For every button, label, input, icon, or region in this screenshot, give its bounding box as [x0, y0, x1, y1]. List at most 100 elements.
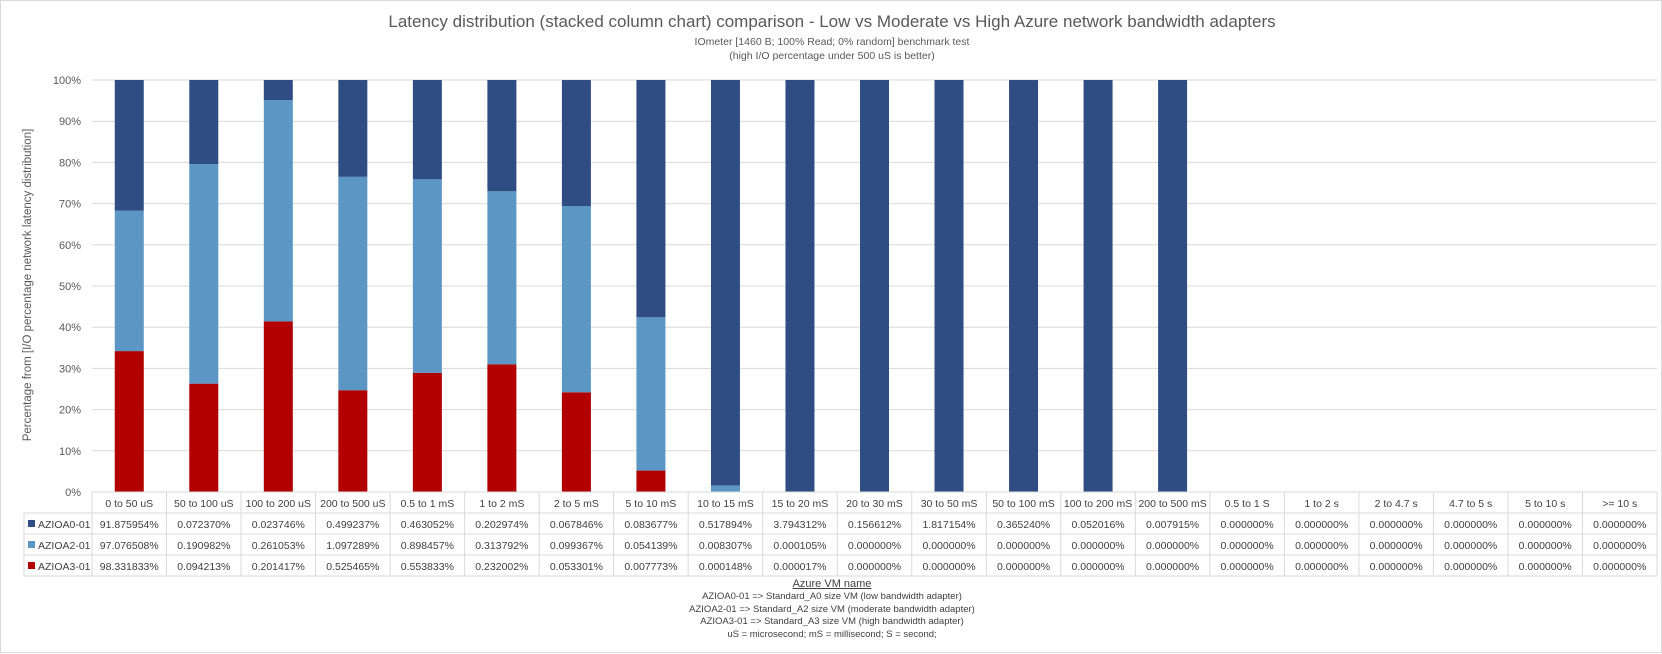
y-tick-label: 50%	[59, 281, 81, 293]
bar-segment	[934, 80, 964, 492]
data-label: 0.000000%	[1295, 540, 1348, 552]
data-label: 0.000000%	[1221, 561, 1274, 573]
data-label: 98.331833%	[100, 561, 159, 573]
data-label: 0.000000%	[1444, 540, 1497, 552]
note-line: uS = microsecond; mS = millisecond; S = …	[727, 628, 937, 640]
data-label: 0.000000%	[997, 561, 1050, 573]
data-label: 0.553833%	[401, 561, 454, 573]
data-label: 0.099367%	[550, 540, 603, 552]
bar-segment	[636, 470, 666, 492]
bar-segment	[338, 390, 368, 492]
bar-segment	[114, 80, 144, 211]
data-label: 0.000000%	[848, 561, 901, 573]
data-label: 0.000000%	[1519, 561, 1572, 573]
note-line: AZIOA0-01 => Standard_A0 size VM (low ba…	[702, 591, 962, 602]
bar-segment	[338, 176, 368, 391]
legend-swatch	[28, 520, 35, 527]
x-tick-label: 20 to 30 mS	[846, 498, 903, 510]
legend-notes: Azure VM name AZIOA0-01 => Standard_A0 s…	[1, 577, 1662, 641]
data-label: 0.054139%	[624, 540, 677, 552]
bar-segment	[338, 80, 368, 177]
bar-segment	[1158, 80, 1188, 492]
data-label: 0.000000%	[1519, 519, 1572, 531]
x-tick-label: 2 to 4.7 s	[1375, 498, 1418, 510]
data-label: 91.875954%	[100, 519, 159, 531]
x-tick-label: 100 to 200 uS	[246, 498, 311, 510]
bar-segment	[487, 80, 517, 192]
data-label: 0.261053%	[252, 540, 305, 552]
data-label: 0.067846%	[550, 519, 603, 531]
bar-segment	[561, 392, 591, 492]
legend-swatch	[28, 562, 35, 569]
data-label: 0.525465%	[326, 561, 379, 573]
x-tick-label: 1 to 2 s	[1304, 498, 1338, 510]
bar-segment	[636, 80, 666, 318]
data-label: 0.201417%	[252, 561, 305, 573]
data-label: 0.000000%	[1593, 519, 1646, 531]
note-line: AZIOA2-01 => Standard_A2 size VM (modera…	[689, 603, 975, 615]
data-label: 0.000000%	[1519, 540, 1572, 552]
bar-segment	[412, 80, 442, 180]
bar-segment	[263, 100, 293, 322]
data-label: 3.794312%	[773, 519, 826, 531]
note-line: AZIOA3-01 => Standard_A3 size VM (high b…	[700, 616, 964, 628]
data-label: 0.007915%	[1146, 519, 1199, 531]
bar-segment	[263, 321, 293, 492]
x-tick-label: 15 to 20 mS	[772, 498, 829, 510]
bar-segment	[412, 372, 442, 492]
data-label: 0.190982%	[177, 540, 230, 552]
bar-segment	[860, 80, 889, 492]
data-label: 0.000000%	[1146, 561, 1199, 573]
x-tick-label: 200 to 500 mS	[1138, 498, 1206, 510]
bar-segment	[785, 80, 815, 492]
data-label: 0.156612%	[848, 519, 901, 531]
x-tick-label: 30 to 50 mS	[921, 498, 978, 510]
data-label: 0.000105%	[773, 540, 826, 552]
legend-entry: AZIOA0-01	[38, 519, 91, 531]
bar-segment	[114, 210, 144, 352]
data-label: 1.817154%	[922, 519, 975, 531]
data-label: 0.000000%	[997, 540, 1050, 552]
data-label: 0.202974%	[475, 519, 528, 531]
bar-segment	[1009, 80, 1039, 492]
data-label: 0.023746%	[252, 519, 305, 531]
legend-entry: AZIOA3-01	[38, 561, 91, 573]
bar-segment	[189, 164, 219, 384]
bar-segment	[412, 179, 442, 373]
y-tick-label: 90%	[59, 116, 81, 128]
bar-segment	[263, 80, 293, 101]
data-label: 0.072370%	[177, 519, 230, 531]
data-label: 0.000000%	[1072, 561, 1125, 573]
data-label: 0.083677%	[624, 519, 677, 531]
data-label: 0.499237%	[326, 519, 379, 531]
x-tick-label: 50 to 100 uS	[174, 498, 234, 510]
data-label: 0.000000%	[922, 561, 975, 573]
data-label: 0.008307%	[699, 540, 752, 552]
x-tick-label: 0.5 to 1 mS	[401, 498, 455, 510]
data-label: 0.000000%	[1221, 540, 1274, 552]
chart-title: Latency distribution (stacked column cha…	[388, 12, 1276, 31]
data-label: 0.000000%	[1295, 519, 1348, 531]
legend-swatch	[28, 541, 35, 548]
y-tick-label: 80%	[59, 157, 81, 169]
data-label: 0.000000%	[1072, 540, 1125, 552]
y-tick-label: 0%	[65, 487, 81, 499]
chart-subtitle-line-1: IOmeter [1460 B; 100% Read; 0% random] b…	[694, 36, 970, 48]
data-label: 0.000000%	[922, 540, 975, 552]
x-tick-label: 0.5 to 1 S	[1225, 498, 1270, 510]
bar-segment	[1083, 80, 1113, 492]
data-label: 0.000000%	[1295, 561, 1348, 573]
data-label: 0.000000%	[1370, 540, 1423, 552]
data-label: 0.052016%	[1072, 519, 1125, 531]
data-label: 0.007773%	[624, 561, 677, 573]
y-tick-label: 20%	[59, 405, 81, 417]
x-tick-label: 2 to 5 mS	[554, 498, 599, 510]
x-tick-label: >= 10 s	[1602, 498, 1637, 510]
y-tick-label: 70%	[59, 199, 81, 211]
x-tick-label: 100 to 200 mS	[1064, 498, 1132, 510]
data-label: 0.232002%	[475, 561, 528, 573]
x-tick-label: 5 to 10 mS	[626, 498, 677, 510]
bar-segment	[636, 317, 666, 471]
x-tick-label: 4.7 to 5 s	[1449, 498, 1492, 510]
